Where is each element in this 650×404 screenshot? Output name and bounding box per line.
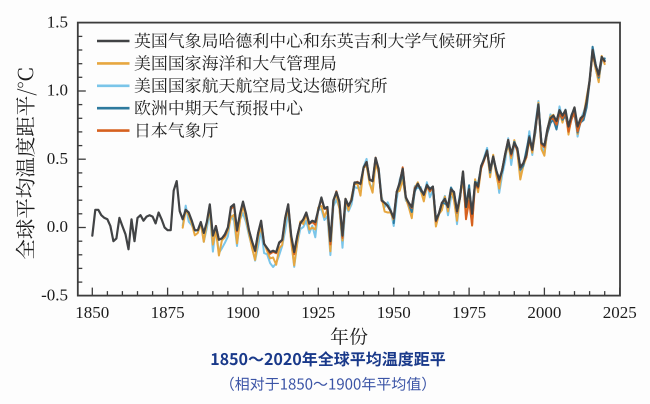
svg-text:-0.5: -0.5 [41, 285, 68, 304]
svg-text:0.0: 0.0 [47, 217, 68, 236]
svg-text:1975: 1975 [452, 303, 486, 322]
svg-text:1950: 1950 [377, 303, 411, 322]
svg-text:1.5: 1.5 [47, 12, 68, 31]
svg-text:1900: 1900 [226, 303, 260, 322]
svg-text:2000: 2000 [527, 303, 561, 322]
svg-text:1.0: 1.0 [47, 81, 68, 100]
svg-text:1850: 1850 [75, 303, 109, 322]
svg-text:0.5: 0.5 [47, 149, 68, 168]
svg-text:2025: 2025 [603, 303, 637, 322]
svg-text:1925: 1925 [301, 303, 335, 322]
svg-text:1875: 1875 [151, 303, 185, 322]
